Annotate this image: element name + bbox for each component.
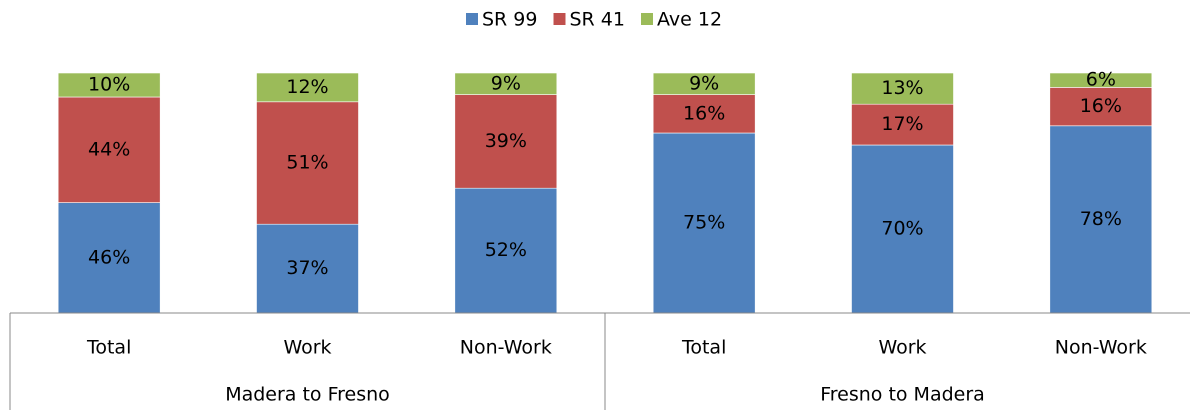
bar-segment xyxy=(256,223,359,314)
value-label: 16% xyxy=(683,102,725,124)
legend-label: SR 41 xyxy=(570,9,625,31)
bar-segment xyxy=(652,72,756,95)
value-label: 51% xyxy=(286,152,328,174)
bar-segment xyxy=(652,94,756,134)
x-tick-label: Total xyxy=(681,337,726,359)
legend-swatch xyxy=(641,13,653,25)
bar-segment xyxy=(851,103,954,146)
x-tick-label: Non-Work xyxy=(1055,337,1147,359)
value-label: 17% xyxy=(881,113,923,135)
bar-segment xyxy=(256,101,359,225)
group-label: Madera to Fresno xyxy=(225,384,390,406)
value-label: 10% xyxy=(88,74,130,96)
bar-segment xyxy=(454,187,558,314)
bar-segment xyxy=(57,72,161,98)
value-label: 44% xyxy=(88,138,130,160)
value-label: 46% xyxy=(88,246,130,268)
value-label: 16% xyxy=(1080,95,1122,117)
bar-segment xyxy=(256,72,359,103)
group-label: Fresno to Madera xyxy=(820,384,985,406)
value-label: 39% xyxy=(485,130,527,152)
x-tick-label: Work xyxy=(878,337,926,359)
bar-segment xyxy=(851,144,954,314)
legend-label: SR 99 xyxy=(482,9,537,31)
x-tick-label: Non-Work xyxy=(460,337,552,359)
legend-swatch xyxy=(466,13,478,25)
bar-segment xyxy=(454,94,558,189)
legend-swatch xyxy=(553,13,566,25)
bar-segment xyxy=(851,72,954,105)
bar-segment xyxy=(1049,125,1153,314)
x-tick-label: Work xyxy=(283,337,331,359)
value-label: 75% xyxy=(683,212,725,234)
value-label: 6% xyxy=(1086,69,1116,91)
value-label: 9% xyxy=(689,72,719,94)
value-label: 78% xyxy=(1080,208,1122,230)
bar-segment xyxy=(57,96,161,203)
bar-segment xyxy=(1049,72,1153,88)
bar-segment xyxy=(652,132,756,314)
x-tick-label: Total xyxy=(86,337,131,359)
bar-segment xyxy=(1049,87,1153,127)
value-label: 37% xyxy=(286,257,328,279)
bar-segment xyxy=(57,202,161,314)
bar-segment xyxy=(454,72,558,95)
value-label: 9% xyxy=(491,72,521,94)
legend-label: Ave 12 xyxy=(657,9,722,31)
value-label: 70% xyxy=(881,218,923,240)
value-label: 52% xyxy=(485,239,527,261)
value-label: 13% xyxy=(881,77,923,99)
value-label: 12% xyxy=(286,76,328,98)
